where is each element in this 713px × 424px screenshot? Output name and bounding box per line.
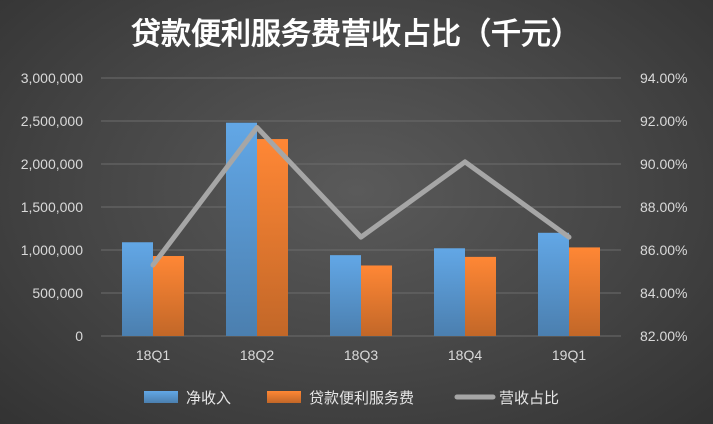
bars <box>122 122 600 336</box>
category-labels: 18Q1 18Q2 18Q3 18Q4 19Q1 <box>136 347 586 363</box>
category-label: 18Q4 <box>448 347 482 363</box>
right-tick-label: 84.00% <box>640 285 687 301</box>
bar-net-revenue <box>226 122 257 336</box>
bar-net-revenue <box>538 232 569 336</box>
chart-title: 贷款便利服务费营收占比（千元） <box>131 17 581 52</box>
right-tick-label: 94.00% <box>640 70 687 86</box>
category-label: 18Q2 <box>240 347 274 363</box>
bar-loan-service-fee <box>361 265 392 336</box>
left-tick-label: 2,500,000 <box>21 113 83 129</box>
left-tick-label: 2,000,000 <box>21 156 83 172</box>
left-tick-label: 3,000,000 <box>21 70 83 86</box>
left-axis-ticks: 0 500,000 1,000,000 1,500,000 2,000,000 2,500… <box>21 70 84 344</box>
legend-swatch <box>267 391 301 403</box>
category-label: 19Q1 <box>552 347 586 363</box>
left-tick-label: 1,000,000 <box>21 242 83 258</box>
left-tick-label: 0 <box>75 328 83 344</box>
ratio-series-line <box>150 124 572 268</box>
bar-loan-service-fee <box>153 256 184 336</box>
category-label: 18Q1 <box>136 347 170 363</box>
bar-loan-service-fee <box>569 247 600 336</box>
ratio-line <box>150 124 572 268</box>
bar-loan-service-fee <box>257 139 288 336</box>
right-tick-label: 82.00% <box>640 328 687 344</box>
right-tick-label: 92.00% <box>640 113 687 129</box>
left-tick-label: 500,000 <box>32 285 83 301</box>
bar-net-revenue <box>122 242 153 336</box>
right-tick-label: 90.00% <box>640 156 687 172</box>
category-label: 18Q3 <box>344 347 378 363</box>
legend-label: 净收入 <box>186 389 231 407</box>
right-tick-label: 86.00% <box>640 242 687 258</box>
left-tick-label: 1,500,000 <box>21 199 83 215</box>
bar-net-revenue <box>434 248 465 336</box>
gridlines <box>101 77 621 337</box>
legend-label: 营收占比 <box>499 389 559 407</box>
bar-net-revenue <box>330 255 361 336</box>
right-tick-label: 88.00% <box>640 199 687 215</box>
legend: 净收入 贷款便利服务费 营收占比 <box>144 389 559 407</box>
legend-label: 贷款便利服务费 <box>309 389 414 407</box>
right-axis-ticks: 82.00% 84.00% 86.00% 88.00% 90.00% 92.00% 94.0… <box>640 70 687 344</box>
bar-loan-service-fee <box>465 256 496 336</box>
legend-swatch <box>144 391 178 403</box>
